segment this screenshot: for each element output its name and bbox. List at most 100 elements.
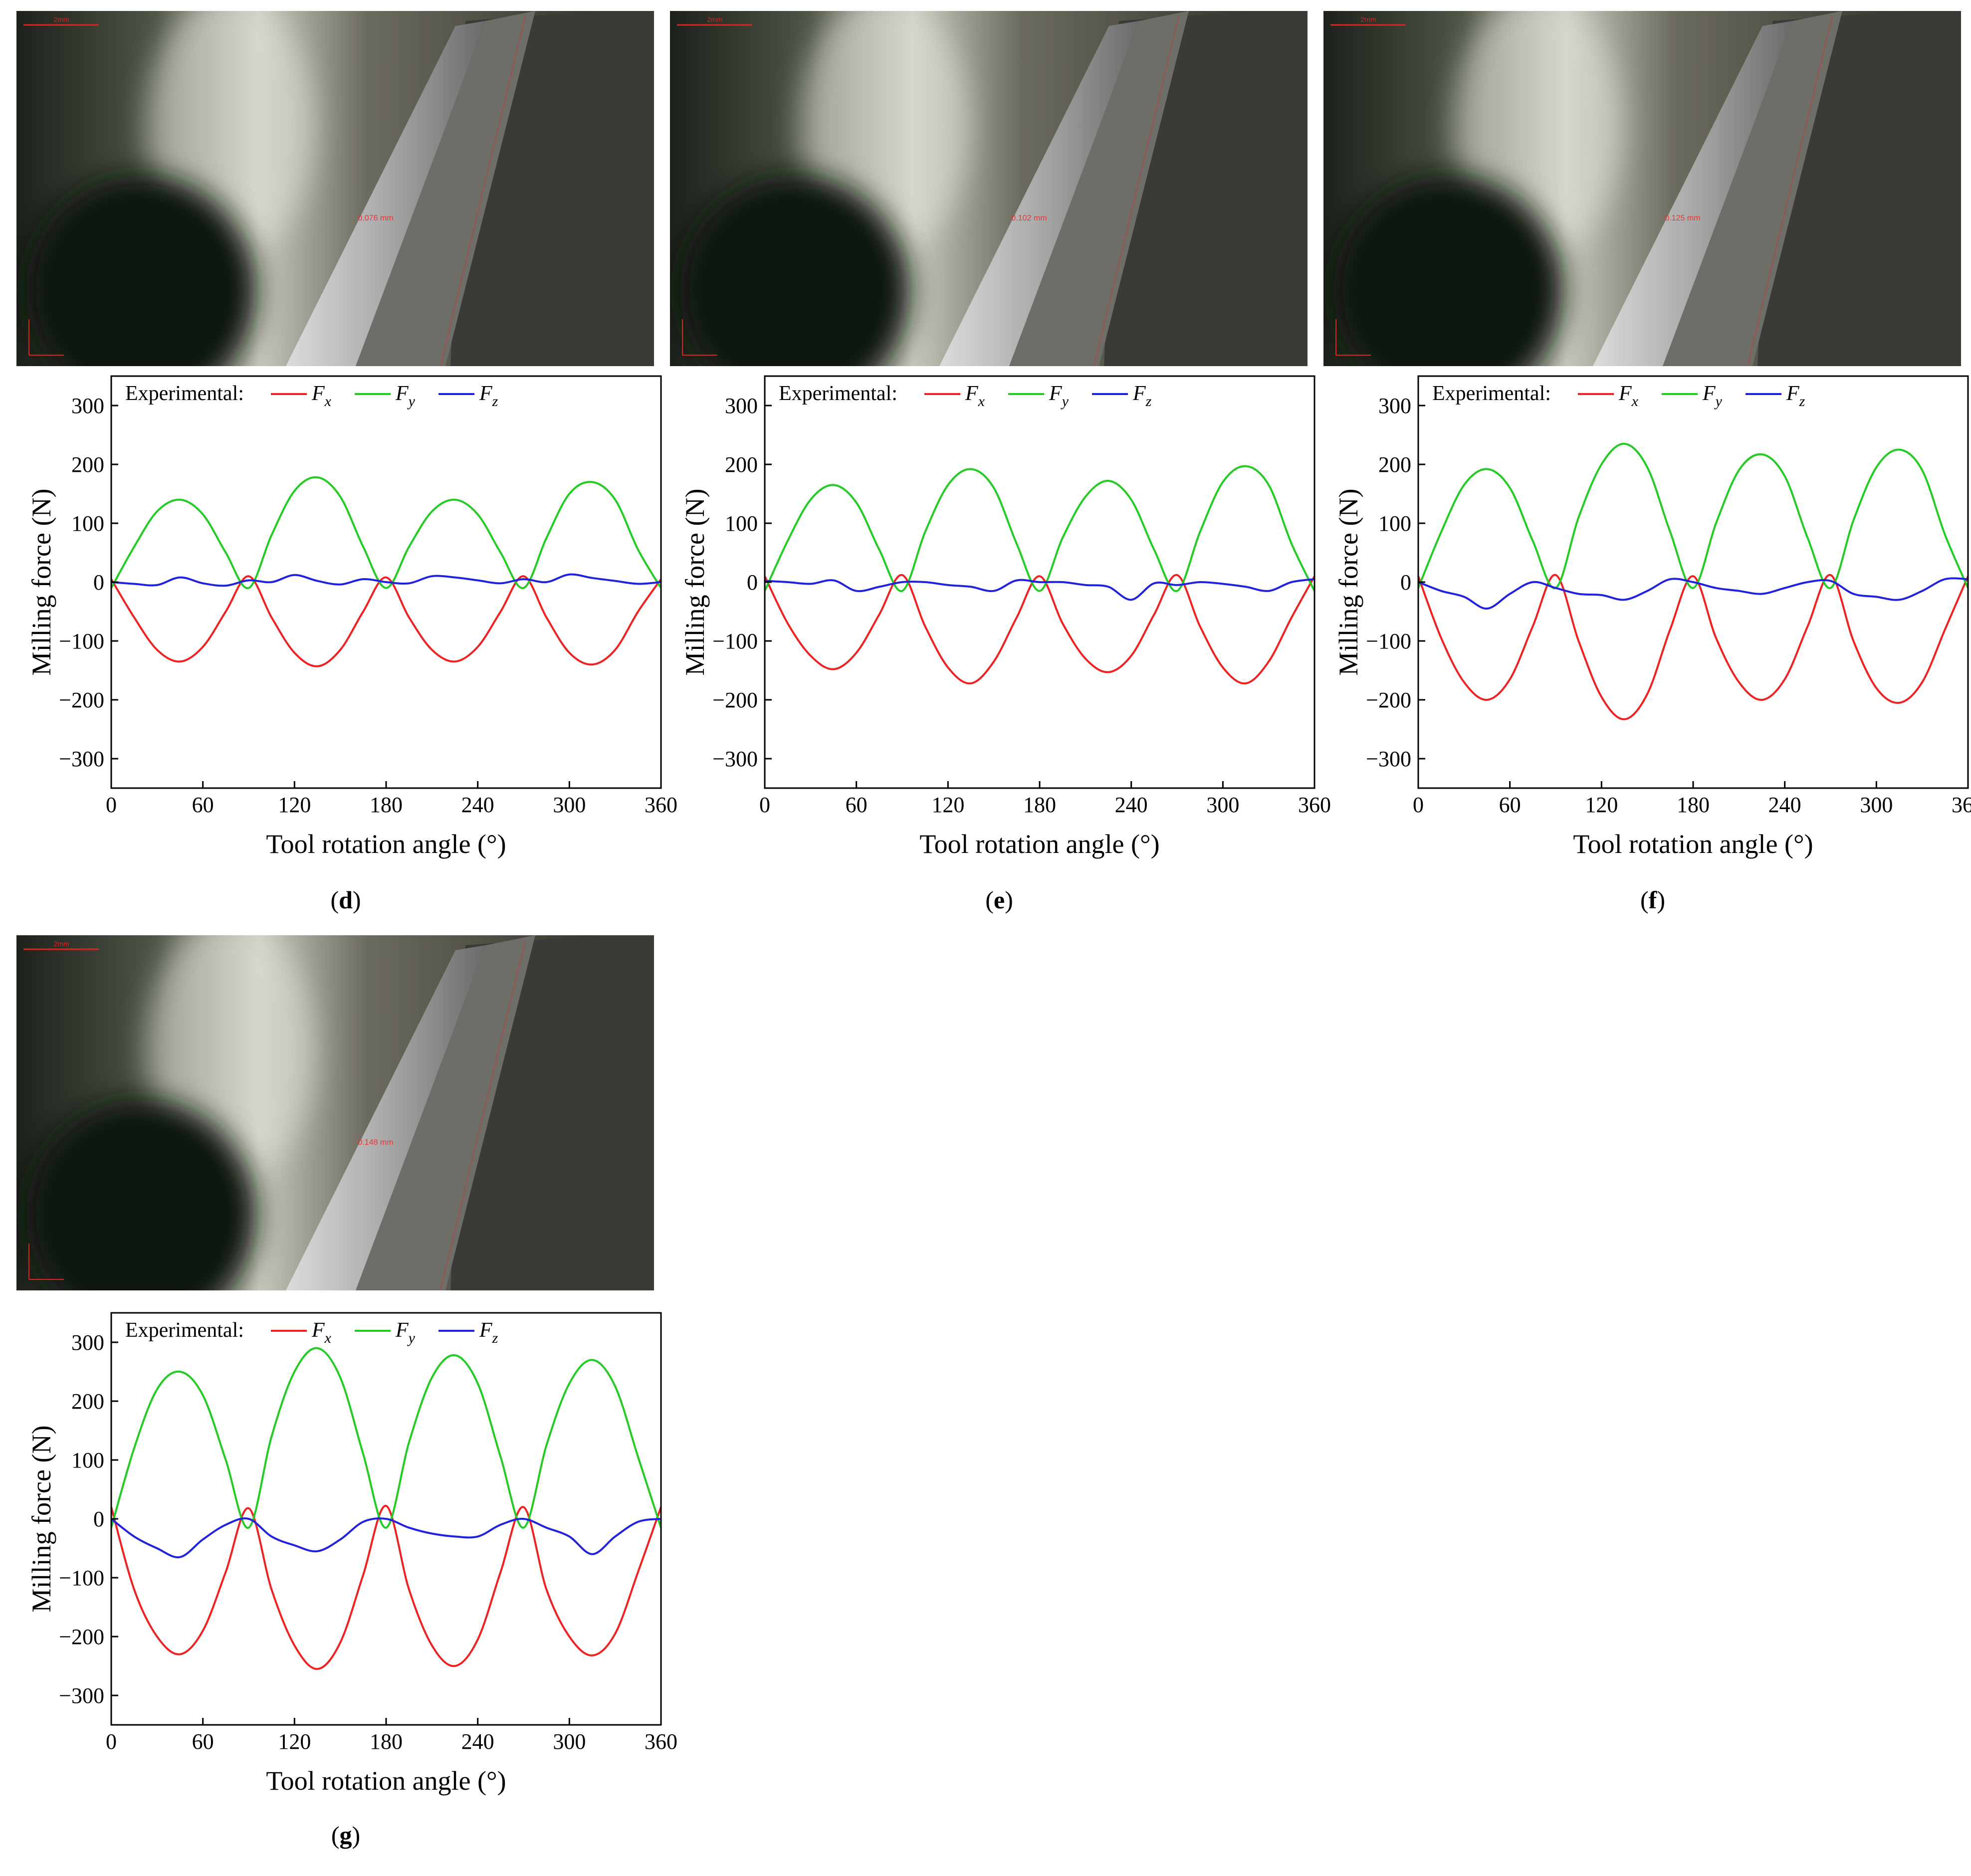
y-axis-label: Milling force (N) [680,489,710,676]
tool-wear-photo: 2mm 0.148 mm [16,935,654,1290]
y-tick-label: 200 [1378,452,1411,477]
measurement-label: 0.148 mm [358,1138,393,1147]
y-tick-label: −200 [712,688,758,712]
x-tick-label: 120 [278,793,311,817]
y-tick-label: 100 [725,511,758,536]
panel-label: f [1648,886,1657,914]
scale-bar-label: 2mm [53,940,69,948]
y-tick-label: 0 [93,570,104,595]
y-tick-label: 300 [71,1330,104,1355]
x-tick-label: 300 [553,793,586,817]
y-tick-label: 0 [93,1507,104,1531]
y-axis-label: Milling force (N) [26,489,56,676]
y-axis-label: Milling force (N) [1333,489,1363,676]
x-tick-label: 60 [192,793,214,817]
x-tick-label: 60 [846,793,868,817]
x-tick-label: 300 [553,1729,586,1754]
x-tick-label: 240 [461,1729,494,1754]
tool-face [356,935,535,1290]
series-line-fy [110,1347,662,1529]
measurement-label: 0.125 mm [1665,214,1700,222]
x-axis-label: Tool rotation angle (°) [266,829,506,859]
milling-force-chart: 3002001000−100−200−300060120180240300360… [1323,369,1971,878]
series-line-fz [1418,577,1969,610]
panel-caption: (e) [985,886,1013,914]
x-tick-label: 300 [1206,793,1239,817]
x-tick-label: 0 [759,793,770,817]
flank-wear-band [286,21,485,366]
y-tick-label: −100 [712,629,758,653]
x-tick-label: 0 [1413,793,1424,817]
x-tick-label: 180 [370,1729,403,1754]
x-tick-label: 360 [645,1729,677,1754]
panel-label: g [339,1821,352,1849]
panel-label: d [339,886,353,914]
series-line-fx [1417,574,1969,720]
legend-label-fx: Fx [965,382,985,410]
x-tick-label: 180 [1023,793,1056,817]
legend-prefix: Experimental: [125,382,244,405]
x-tick-label: 120 [931,793,964,817]
tool-face [1009,11,1189,366]
panel-label: e [993,886,1005,914]
series-line-fy [110,476,662,589]
tool-face [356,11,535,366]
series-line-fx [110,575,662,667]
legend-label-fy: Fy [1702,382,1723,410]
y-tick-label: −100 [1366,629,1411,653]
legend-label-fy: Fy [1049,382,1069,410]
legend-label-fx: Fx [311,1319,332,1346]
scale-bar-label: 2mm [707,15,722,23]
legend-label-fz: Fz [479,1319,498,1346]
shadow-blob [680,176,909,366]
x-tick-label: 60 [192,1729,214,1754]
y-tick-label: 200 [725,452,758,477]
x-tick-label: 60 [1499,793,1521,817]
y-tick-label: 300 [1378,394,1411,418]
x-tick-label: 360 [1952,793,1971,817]
tool-wear-photo: 2mm 0.102 mm [670,11,1308,366]
x-tick-label: 180 [1677,793,1710,817]
x-tick-label: 240 [1115,793,1148,817]
tool-edge-line [440,940,526,1290]
legend-label-fz: Fz [1132,382,1152,410]
y-tick-label: −200 [59,688,104,712]
tool-wear-photo: 2mm 0.076 mm [16,11,654,366]
x-tick-label: 300 [1860,793,1893,817]
y-tick-label: 100 [1378,511,1411,536]
x-tick-label: 120 [1585,793,1618,817]
y-tick-label: −100 [59,629,104,653]
tool-face [1663,11,1842,366]
legend-label-fz: Fz [479,382,498,410]
y-tick-label: −100 [59,1566,104,1590]
y-tick-label: 0 [1400,570,1411,595]
x-axis-label: Tool rotation angle (°) [266,1766,506,1796]
y-tick-label: 0 [747,570,758,595]
y-tick-label: −200 [59,1625,104,1649]
y-tick-label: −300 [712,747,758,771]
x-axis-label: Tool rotation angle (°) [1573,829,1813,859]
y-tick-label: 200 [71,452,104,477]
shadow-blob [26,1100,256,1290]
y-axis-label: Milling force (N) [26,1426,56,1613]
x-tick-label: 0 [106,1729,117,1754]
y-tick-label: 100 [71,511,104,536]
scale-bar-label: 2mm [1360,15,1376,23]
series-line-fy [764,465,1315,592]
legend-prefix: Experimental: [779,382,897,405]
flank-wear-band [286,945,485,1290]
x-tick-label: 180 [370,793,403,817]
series-line-fz [764,578,1315,601]
x-tick-label: 240 [1768,793,1801,817]
tool-edge-line [1094,15,1179,366]
flank-wear-band [939,21,1139,366]
x-tick-label: 360 [645,793,677,817]
y-tick-label: 200 [71,1389,104,1414]
x-tick-label: 0 [106,793,117,817]
legend-label-fx: Fx [311,382,332,410]
legend-label-fy: Fy [395,1319,416,1346]
shadow-blob [26,176,256,366]
measurement-label: 0.076 mm [358,214,393,222]
